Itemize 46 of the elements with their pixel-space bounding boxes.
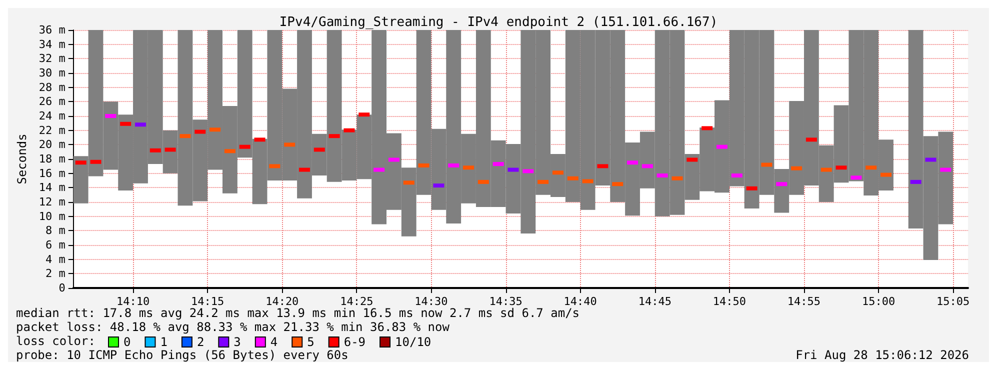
y-tick-label: 30 m bbox=[38, 66, 66, 80]
y-tick-label: 28 m bbox=[38, 80, 66, 94]
legend-label: 5 bbox=[307, 335, 314, 349]
x-tick-label: 14:40 bbox=[564, 295, 597, 308]
chart-title: IPv4/Gaming_Streaming - IPv4 endpoint 2 (151.101.66.167) bbox=[279, 15, 718, 30]
y-tick-label: 26 m bbox=[38, 95, 66, 108]
legend-label: 1 bbox=[160, 335, 168, 349]
legend-title: loss color: bbox=[16, 334, 96, 348]
x-tick-label: 14:10 bbox=[116, 295, 150, 308]
x-tick-label: 14:25 bbox=[340, 295, 374, 308]
legend-label: 6-9 bbox=[344, 335, 366, 349]
y-tick-label: 22 m bbox=[38, 124, 66, 137]
y-tick-label: 8 m bbox=[46, 224, 66, 238]
text: packet loss: 48.18 % avg 88.33 % max 21.33 % min 36.83 % now bbox=[16, 320, 450, 334]
y-tick-label: 16 m bbox=[38, 166, 66, 180]
x-tick-label: 14:55 bbox=[787, 295, 821, 308]
y-tick-label: 32 m bbox=[38, 52, 66, 66]
y-tick-label: 12 m bbox=[38, 196, 66, 208]
y-tick-label: 18 m bbox=[38, 152, 66, 166]
x-tick-label: 14:30 bbox=[414, 295, 448, 308]
x-tick-label: 14:15 bbox=[191, 295, 224, 308]
text: Fri Aug 28 15:06:12 2026 bbox=[796, 348, 969, 362]
y-tick-label: 34 m bbox=[38, 38, 66, 51]
y-tick-label: 14 m bbox=[38, 181, 66, 194]
x-tick-label: 14:45 bbox=[638, 295, 672, 308]
y-tick-label: 24 m bbox=[38, 110, 66, 122]
x-tick-label: 15:05 bbox=[936, 295, 970, 308]
legend-label: 10/10 bbox=[395, 335, 432, 349]
x-tick-label: 14:20 bbox=[266, 295, 299, 308]
text: median rtt: 17.8 ms avg 24.2 ms max 13.9 ms min 16.5 ms now 2.7 ms sd 6.7 am/s bbox=[16, 306, 580, 320]
y-tick-label: 0 bbox=[58, 282, 66, 294]
y-tick-label: 20 m bbox=[38, 138, 66, 152]
y-tick-label: 2 m bbox=[46, 267, 66, 280]
y-tick-label: 4 m bbox=[46, 252, 66, 266]
y-tick-label: 36 m bbox=[38, 24, 66, 36]
x-tick-label: 14:35 bbox=[489, 295, 522, 308]
legend-label: 2 bbox=[196, 335, 204, 349]
text: probe: 10 ICMP Echo Pings (56 Bytes) every 60s bbox=[16, 348, 348, 362]
legend-label: 0 bbox=[124, 335, 131, 349]
x-tick-label: 15:00 bbox=[862, 295, 896, 308]
x-tick-label: 14:50 bbox=[712, 295, 746, 308]
y-tick-label: 10 m bbox=[38, 210, 66, 223]
y-axis-title: Seconds bbox=[15, 134, 29, 184]
legend-label: 4 bbox=[270, 335, 278, 349]
legend-label: 3 bbox=[234, 335, 241, 349]
y-tick-label: 6 m bbox=[46, 238, 66, 252]
